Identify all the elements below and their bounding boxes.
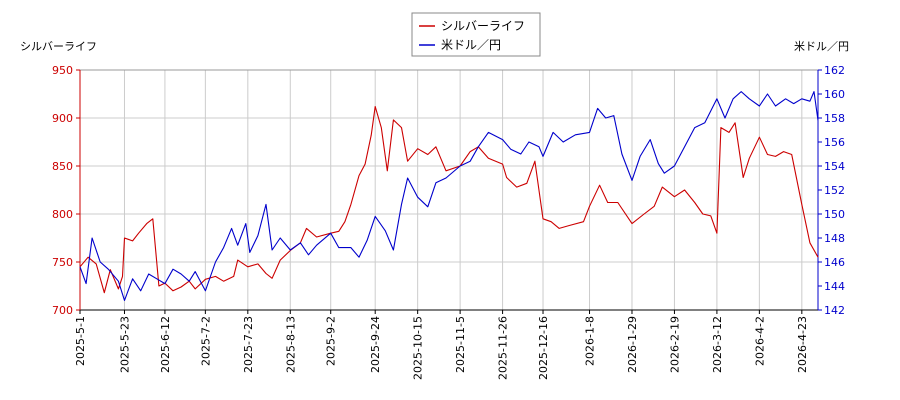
x-tick-label: 2025-10-15 <box>412 316 425 380</box>
left-tick-label: 950 <box>52 64 73 77</box>
x-tick-label: 2025-5-1 <box>74 316 87 366</box>
x-tick-label: 2026-3-12 <box>711 316 724 373</box>
right-tick-label: 144 <box>824 280 845 293</box>
x-tick-label: 2025-9-2 <box>325 316 338 366</box>
x-tick-label: 2025-7-23 <box>242 316 255 373</box>
legend-label-silverlife: シルバーライフ <box>441 19 525 33</box>
left-tick-label: 750 <box>52 256 73 269</box>
left-axis-title: シルバーライフ <box>20 40 97 53</box>
series-line-silverlife <box>79 105 819 294</box>
x-axis: 2025-5-1 2025-5-23 2025-6-12 2025-7-2 2025-7… <box>74 310 809 380</box>
left-axis: 700 750 800 850 900 950 <box>52 64 80 317</box>
series-line-usdjpy <box>79 91 819 301</box>
x-tick-label: 2025-8-13 <box>284 316 297 373</box>
x-tick-label: 2025-9-24 <box>369 316 382 373</box>
left-tick-label: 900 <box>52 112 73 125</box>
right-tick-label: 148 <box>824 232 845 245</box>
x-tick-label: 2026-4-2 <box>753 316 766 366</box>
legend-label-usdjpy: 米ドル／円 <box>441 38 501 52</box>
x-tick-label: 2025-12-16 <box>537 316 550 380</box>
right-tick-label: 146 <box>824 256 845 269</box>
right-tick-label: 158 <box>824 112 845 125</box>
x-tick-label: 2025-6-12 <box>159 316 172 373</box>
x-tick-label: 2026-1-8 <box>584 316 597 366</box>
x-tick-label: 2026-2-19 <box>668 316 681 373</box>
left-tick-label: 700 <box>52 304 73 317</box>
right-axis-title: 米ドル／円 <box>794 40 849 53</box>
grid-lines <box>79 69 818 311</box>
x-tick-label: 2026-4-23 <box>796 316 809 373</box>
right-tick-label: 150 <box>824 208 845 221</box>
x-tick-label: 2025-11-26 <box>497 316 510 380</box>
left-tick-label: 850 <box>52 160 73 173</box>
right-tick-label: 152 <box>824 184 845 197</box>
plot-frame <box>79 69 819 311</box>
right-axis: 142 144 146 148 150 152 154 156 158 160 162 <box>818 64 845 317</box>
right-tick-label: 142 <box>824 304 845 317</box>
x-tick-label: 2026-1-29 <box>626 316 639 373</box>
left-tick-label: 800 <box>52 208 73 221</box>
x-tick-label: 2025-7-2 <box>199 316 212 366</box>
right-tick-label: 156 <box>824 136 845 149</box>
legend-box <box>411 12 541 57</box>
right-tick-label: 154 <box>824 160 845 173</box>
series-layer <box>79 91 819 301</box>
x-tick-label: 2025-5-23 <box>118 316 131 373</box>
right-tick-label: 160 <box>824 88 845 101</box>
x-tick-label: 2025-11-5 <box>454 316 467 373</box>
legend: シルバーライフ 米ドル／円 <box>411 12 541 57</box>
right-tick-label: 162 <box>824 64 845 77</box>
